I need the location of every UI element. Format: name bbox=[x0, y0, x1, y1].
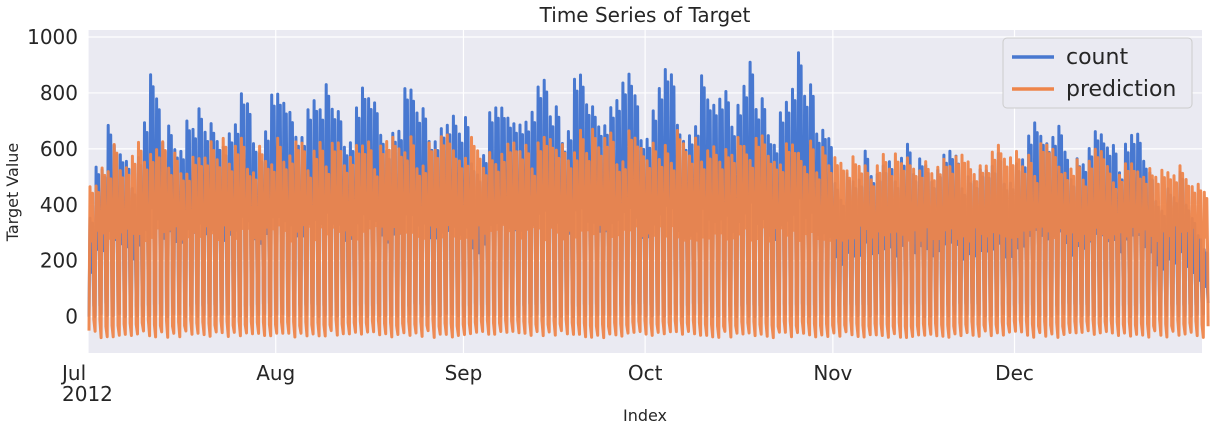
x-tick-label: Sep bbox=[445, 361, 483, 385]
y-tick-label: 0 bbox=[65, 305, 78, 329]
chart-title: Time Series of Target bbox=[539, 3, 751, 27]
y-tick-label: 200 bbox=[40, 249, 78, 273]
x-tick-sublabel: 2012 bbox=[62, 382, 113, 406]
y-tick-label: 800 bbox=[40, 81, 78, 105]
x-tick-label: Oct bbox=[628, 361, 663, 385]
y-tick-label: 400 bbox=[40, 193, 78, 217]
series-layer bbox=[87, 51, 1210, 340]
x-tick-label: Dec bbox=[995, 361, 1034, 385]
x-tick-label: Nov bbox=[813, 361, 852, 385]
legend-label-prediction: prediction bbox=[1066, 77, 1176, 102]
x-tick-label: Aug bbox=[256, 361, 295, 385]
legend: count prediction bbox=[1002, 37, 1193, 109]
legend-label-count: count bbox=[1066, 45, 1128, 70]
series-line-prediction bbox=[87, 127, 1210, 340]
x-tick-label: Jul bbox=[60, 361, 86, 385]
y-axis-label: Target Value bbox=[3, 143, 22, 243]
x-axis-label: Index bbox=[623, 406, 667, 425]
y-tick-label: 600 bbox=[40, 137, 78, 161]
y-tick-label: 1000 bbox=[27, 25, 78, 49]
y-axis-ticks: 0 200 400 600 800 1000 bbox=[27, 25, 78, 329]
